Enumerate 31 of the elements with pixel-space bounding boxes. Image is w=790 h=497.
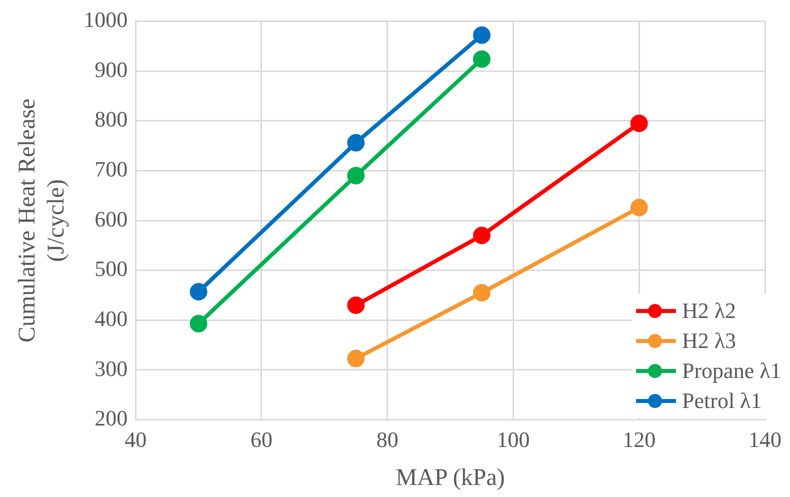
y-tick-label: 900 bbox=[94, 56, 128, 82]
point bbox=[473, 26, 491, 44]
point bbox=[347, 166, 365, 184]
point bbox=[190, 314, 208, 332]
x-tick-label: 80 bbox=[376, 426, 398, 452]
y-tick-label: 400 bbox=[94, 306, 128, 331]
legend-label: Petrol λ1 bbox=[682, 388, 762, 414]
x-tick-label: 120 bbox=[622, 426, 656, 452]
point bbox=[473, 226, 491, 244]
y-tick-label: 600 bbox=[94, 206, 128, 232]
point bbox=[473, 50, 491, 68]
point bbox=[630, 198, 648, 216]
y-axis-title: Cumulative Heat Release (J/cycle) bbox=[14, 98, 70, 342]
point bbox=[190, 283, 208, 300]
point bbox=[347, 350, 365, 368]
point bbox=[473, 284, 491, 302]
y-tick-label: 700 bbox=[94, 156, 128, 182]
point bbox=[347, 296, 365, 314]
y-tick-label: 300 bbox=[94, 356, 128, 381]
point bbox=[347, 134, 365, 152]
legend-label: Propane λ1 bbox=[682, 358, 782, 384]
legend-label: H2 λ3 bbox=[682, 328, 736, 354]
point bbox=[630, 114, 648, 132]
y-tick-label: 1000 bbox=[84, 6, 128, 32]
x-tick-label: 100 bbox=[496, 426, 530, 452]
x-axis-title: MAP (kPa) bbox=[396, 464, 505, 491]
y-tick-label: 800 bbox=[94, 106, 128, 132]
x-tick-label: 140 bbox=[748, 426, 782, 452]
x-tick-label: 60 bbox=[250, 426, 272, 452]
legend-label: H2 λ2 bbox=[682, 298, 736, 324]
y-tick-label: 500 bbox=[94, 256, 128, 282]
